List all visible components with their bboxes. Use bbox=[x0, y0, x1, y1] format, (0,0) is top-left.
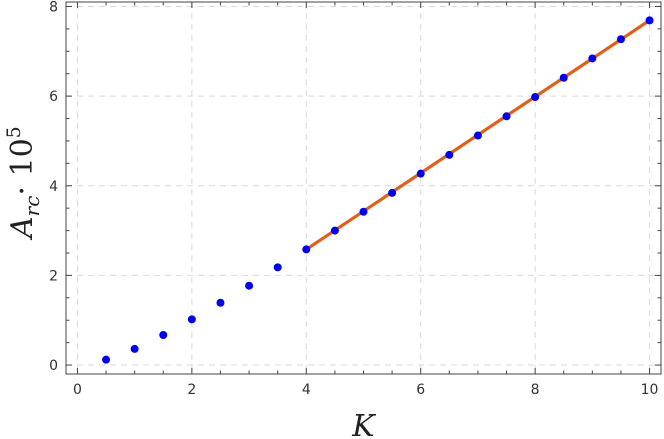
x-tick-label: 4 bbox=[302, 382, 311, 398]
data-point bbox=[416, 169, 425, 178]
data-point bbox=[245, 281, 254, 290]
data-point bbox=[559, 73, 568, 82]
plot-frame bbox=[65, 1, 662, 375]
y-axis-label: Arc· 105 bbox=[3, 126, 44, 241]
data-point bbox=[473, 131, 482, 140]
y-axis-label-exp: 5 bbox=[3, 126, 25, 138]
x-tick-label: 10 bbox=[641, 382, 659, 398]
x-axis-label: K bbox=[351, 409, 376, 439]
data-point bbox=[502, 112, 511, 121]
data-point bbox=[216, 298, 225, 307]
data-point bbox=[302, 245, 311, 254]
x-tick-label: 0 bbox=[73, 382, 82, 398]
y-tick-label: 6 bbox=[49, 89, 58, 105]
y-tick-label: 8 bbox=[49, 0, 58, 15]
data-point bbox=[445, 150, 454, 159]
data-point bbox=[159, 331, 168, 340]
data-point bbox=[616, 35, 625, 44]
data-point bbox=[187, 315, 196, 324]
y-tick-label: 0 bbox=[49, 358, 58, 374]
y-tick-label: 4 bbox=[49, 179, 58, 195]
x-tick-label: 6 bbox=[416, 382, 425, 398]
x-tick-label: 2 bbox=[187, 382, 196, 398]
data-point bbox=[359, 207, 368, 216]
grid bbox=[66, 2, 661, 374]
ticks: 0 2 4 6 8 10 0 2 4 6 8 bbox=[49, 0, 661, 398]
data-point bbox=[531, 93, 540, 102]
x-tick-label: 8 bbox=[531, 382, 540, 398]
data-point bbox=[645, 16, 654, 25]
y-tick-label: 2 bbox=[49, 268, 58, 284]
y-axis-label-main: A bbox=[5, 216, 40, 241]
data-point bbox=[102, 355, 111, 364]
series bbox=[102, 16, 654, 364]
data-point bbox=[130, 344, 139, 353]
data-point bbox=[388, 188, 397, 197]
data-point bbox=[273, 263, 282, 272]
y-axis-label-text: Arc· 105 bbox=[3, 126, 44, 241]
y-axis-label-factor: · 10 bbox=[5, 138, 40, 195]
data-point bbox=[330, 226, 339, 235]
data-point bbox=[588, 54, 597, 63]
y-axis-label-sub: rc bbox=[20, 196, 44, 217]
